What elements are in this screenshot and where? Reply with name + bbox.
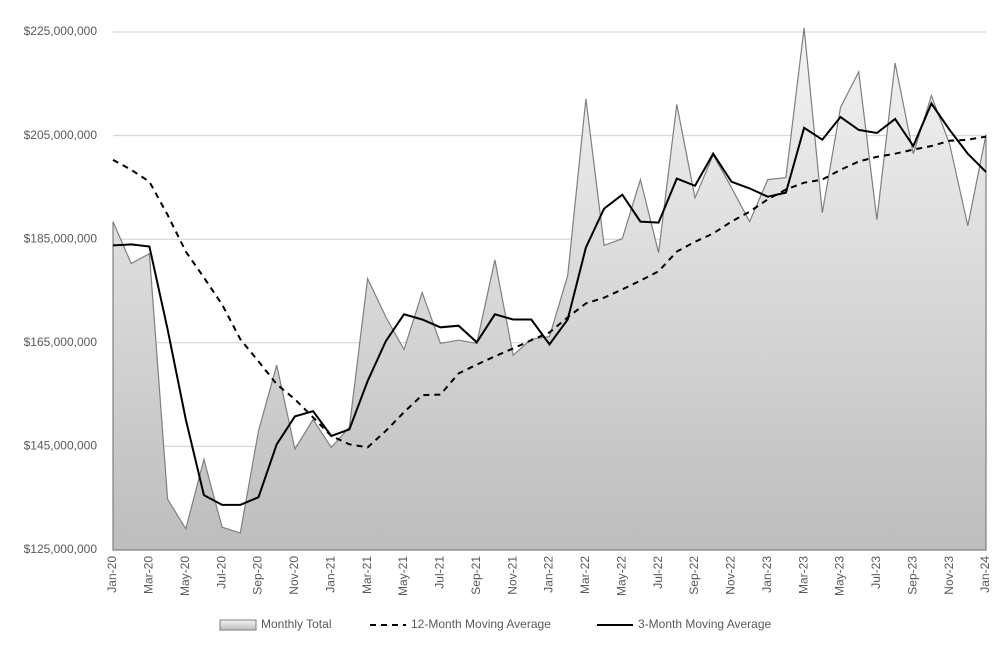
y-tick-label: $165,000,000 [24,335,98,349]
x-tick-label: Jan-22 [542,556,556,593]
x-tick-label: Mar-22 [578,556,592,594]
y-tick-label: $185,000,000 [24,231,98,245]
x-tick-label: Jan-21 [323,556,337,593]
x-tick-label: May-20 [178,556,192,596]
x-tick-label: Jul-23 [869,556,883,589]
x-tick-label: Nov-21 [505,556,519,595]
x-tick-label: Jul-22 [651,556,665,589]
x-tick-label: Jul-21 [433,556,447,589]
x-tick-label: Jan-23 [760,556,774,593]
y-tick-label: $205,000,000 [24,128,98,142]
x-tick-label: Nov-23 [942,556,956,595]
legend-label: Monthly Total [261,617,331,631]
x-tick-label: Mar-21 [360,556,374,594]
x-tick-label: Jan-20 [105,556,119,593]
legend-label: 12-Month Moving Average [411,617,551,631]
y-tick-label: $145,000,000 [24,439,98,453]
x-tick-label: May-21 [396,556,410,596]
area [112,27,987,551]
legend-label: 3-Month Moving Average [638,617,772,631]
x-tick-label: Jul-20 [214,556,228,589]
x-tick-label: Jan-24 [978,556,992,593]
x-tick-label: Nov-22 [724,556,738,595]
legend-swatch [219,619,257,631]
y-tick-label: $125,000,000 [24,542,98,556]
x-tick-label: May-23 [833,556,847,596]
x-tick-label: Sep-23 [905,556,919,595]
x-tick-label: Mar-20 [142,556,156,594]
x-tick-label: Nov-20 [287,556,301,595]
x-tick-label: Sep-20 [251,556,265,595]
x-tick-label: Sep-22 [687,556,701,595]
line [112,101,987,506]
x-tick-label: Sep-21 [469,556,483,595]
x-tick-label: Mar-23 [796,556,810,594]
line [112,135,987,449]
y-tick-label: $225,000,000 [24,24,98,38]
x-tick-label: May-22 [614,556,628,596]
